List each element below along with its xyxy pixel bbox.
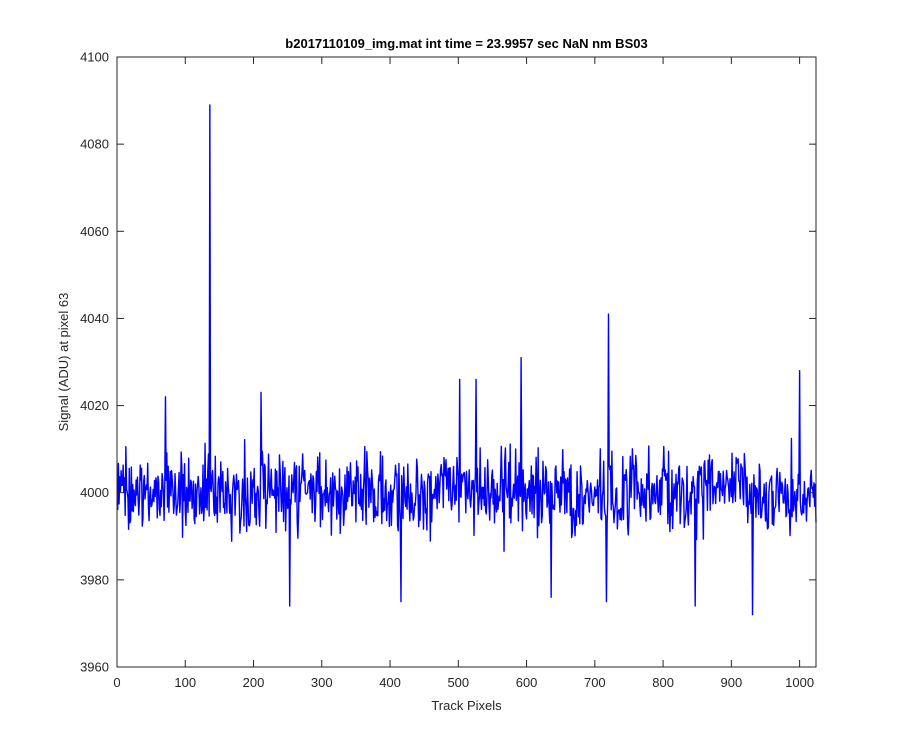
y-axis: 3960 3980 4000 4020 4040 4060 4080 4100	[80, 50, 816, 675]
x-tick-label: 400	[379, 675, 401, 690]
x-tick-label: 900	[721, 675, 743, 690]
x-tick-label: 0	[113, 675, 120, 690]
y-axis-label: Signal (ADU) at pixel 63	[56, 293, 71, 432]
series-line	[116, 104, 817, 616]
x-tick-label: 600	[516, 675, 538, 690]
y-tick-label: 4040	[80, 311, 109, 326]
series-layer	[116, 104, 817, 616]
y-tick-label: 4000	[80, 485, 109, 500]
x-tick-label: 200	[243, 675, 265, 690]
y-tick-label: 4080	[80, 137, 109, 152]
x-tick-label: 1000	[785, 675, 814, 690]
x-axis: 0 100 200 300 400 500 600 700 800 900 1000	[113, 57, 814, 690]
chart-title: b2017110109_img.mat int time = 23.9957 s…	[285, 36, 647, 51]
y-tick-label: 3960	[80, 660, 109, 675]
y-tick-label: 3980	[80, 572, 109, 587]
y-tick-label: 4020	[80, 398, 109, 413]
x-tick-label: 100	[174, 675, 196, 690]
x-tick-label: 800	[652, 675, 674, 690]
x-tick-label: 700	[584, 675, 606, 690]
x-tick-label: 300	[311, 675, 333, 690]
axes-box	[116, 56, 817, 668]
y-tick-label: 4100	[80, 50, 109, 65]
y-tick-label: 4060	[80, 224, 109, 239]
plot-area	[117, 57, 816, 667]
x-tick-label: 500	[447, 675, 469, 690]
x-axis-label: Track Pixels	[431, 698, 502, 713]
